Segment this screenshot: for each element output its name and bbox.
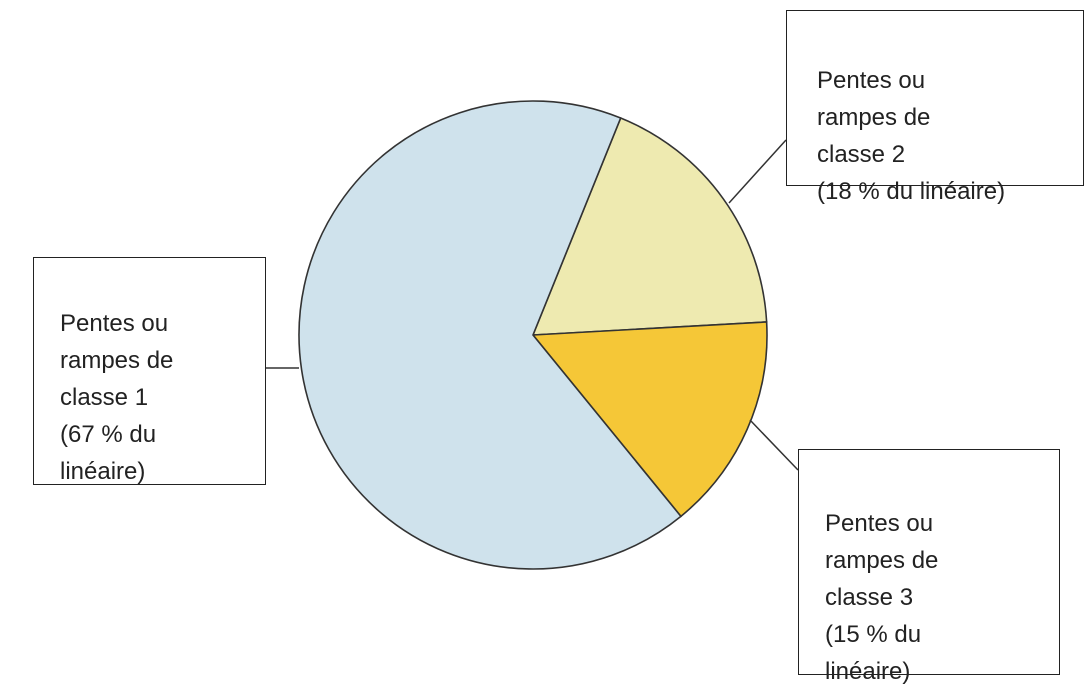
- pie-slice-class-3: [531, 321, 768, 518]
- callout-label-class-2: Pentes ou rampes de classe 2 (18 % du li…: [817, 67, 1006, 205]
- callout-label-class-1: Pentes ou rampes de classe 1 (67 % du li…: [60, 310, 174, 485]
- callout-class-2: Pentes ou rampes de classe 2 (18 % du li…: [786, 10, 1084, 205]
- pie-slice-class-1: [298, 100, 683, 570]
- leader-line-class-2: [728, 139, 787, 204]
- pie-slice-class-2: [531, 116, 768, 336]
- callout-class-1: Pentes ou rampes de classe 1 (67 % du li…: [33, 257, 266, 485]
- leader-line-class-3: [749, 419, 799, 471]
- callout-class-3: Pentes ou rampes de classe 3 (15 % du li…: [798, 449, 1060, 685]
- pie-chart: Pentes ou rampes de classe 1 (67 % du li…: [33, 10, 1084, 685]
- pie-chart-canvas: [266, 100, 799, 570]
- callout-label-class-3: Pentes ou rampes de classe 3 (15 % du li…: [825, 510, 939, 685]
